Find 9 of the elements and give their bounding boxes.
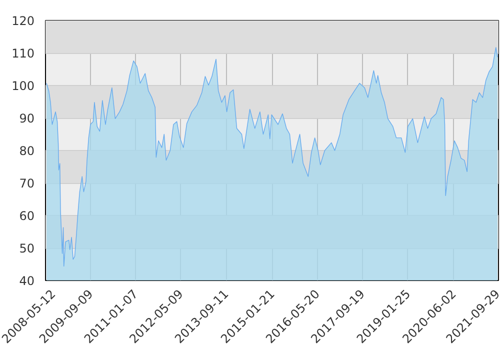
y-tick-label: 80 [19,144,35,158]
y-tick-label: 70 [19,176,35,190]
y-tick-label: 60 [19,209,35,223]
y-tick-label: 40 [19,274,35,288]
y-tick-label: 120 [12,14,34,28]
y-tick-label: 100 [12,79,34,93]
y-tick-label: 90 [19,112,35,126]
y-tick-label: 110 [12,46,34,60]
y-tick-label: 50 [19,242,35,256]
